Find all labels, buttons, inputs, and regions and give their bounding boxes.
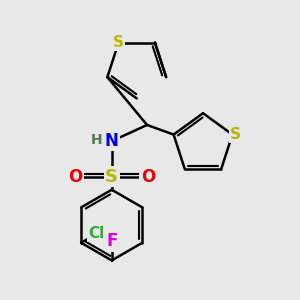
Text: S: S bbox=[230, 127, 241, 142]
Text: S: S bbox=[113, 35, 124, 50]
Text: N: N bbox=[105, 132, 119, 150]
Text: H: H bbox=[91, 133, 102, 147]
Text: S: S bbox=[105, 167, 118, 185]
Text: F: F bbox=[106, 232, 117, 250]
Text: Cl: Cl bbox=[88, 226, 104, 241]
Text: O: O bbox=[68, 167, 83, 185]
Text: O: O bbox=[141, 167, 155, 185]
